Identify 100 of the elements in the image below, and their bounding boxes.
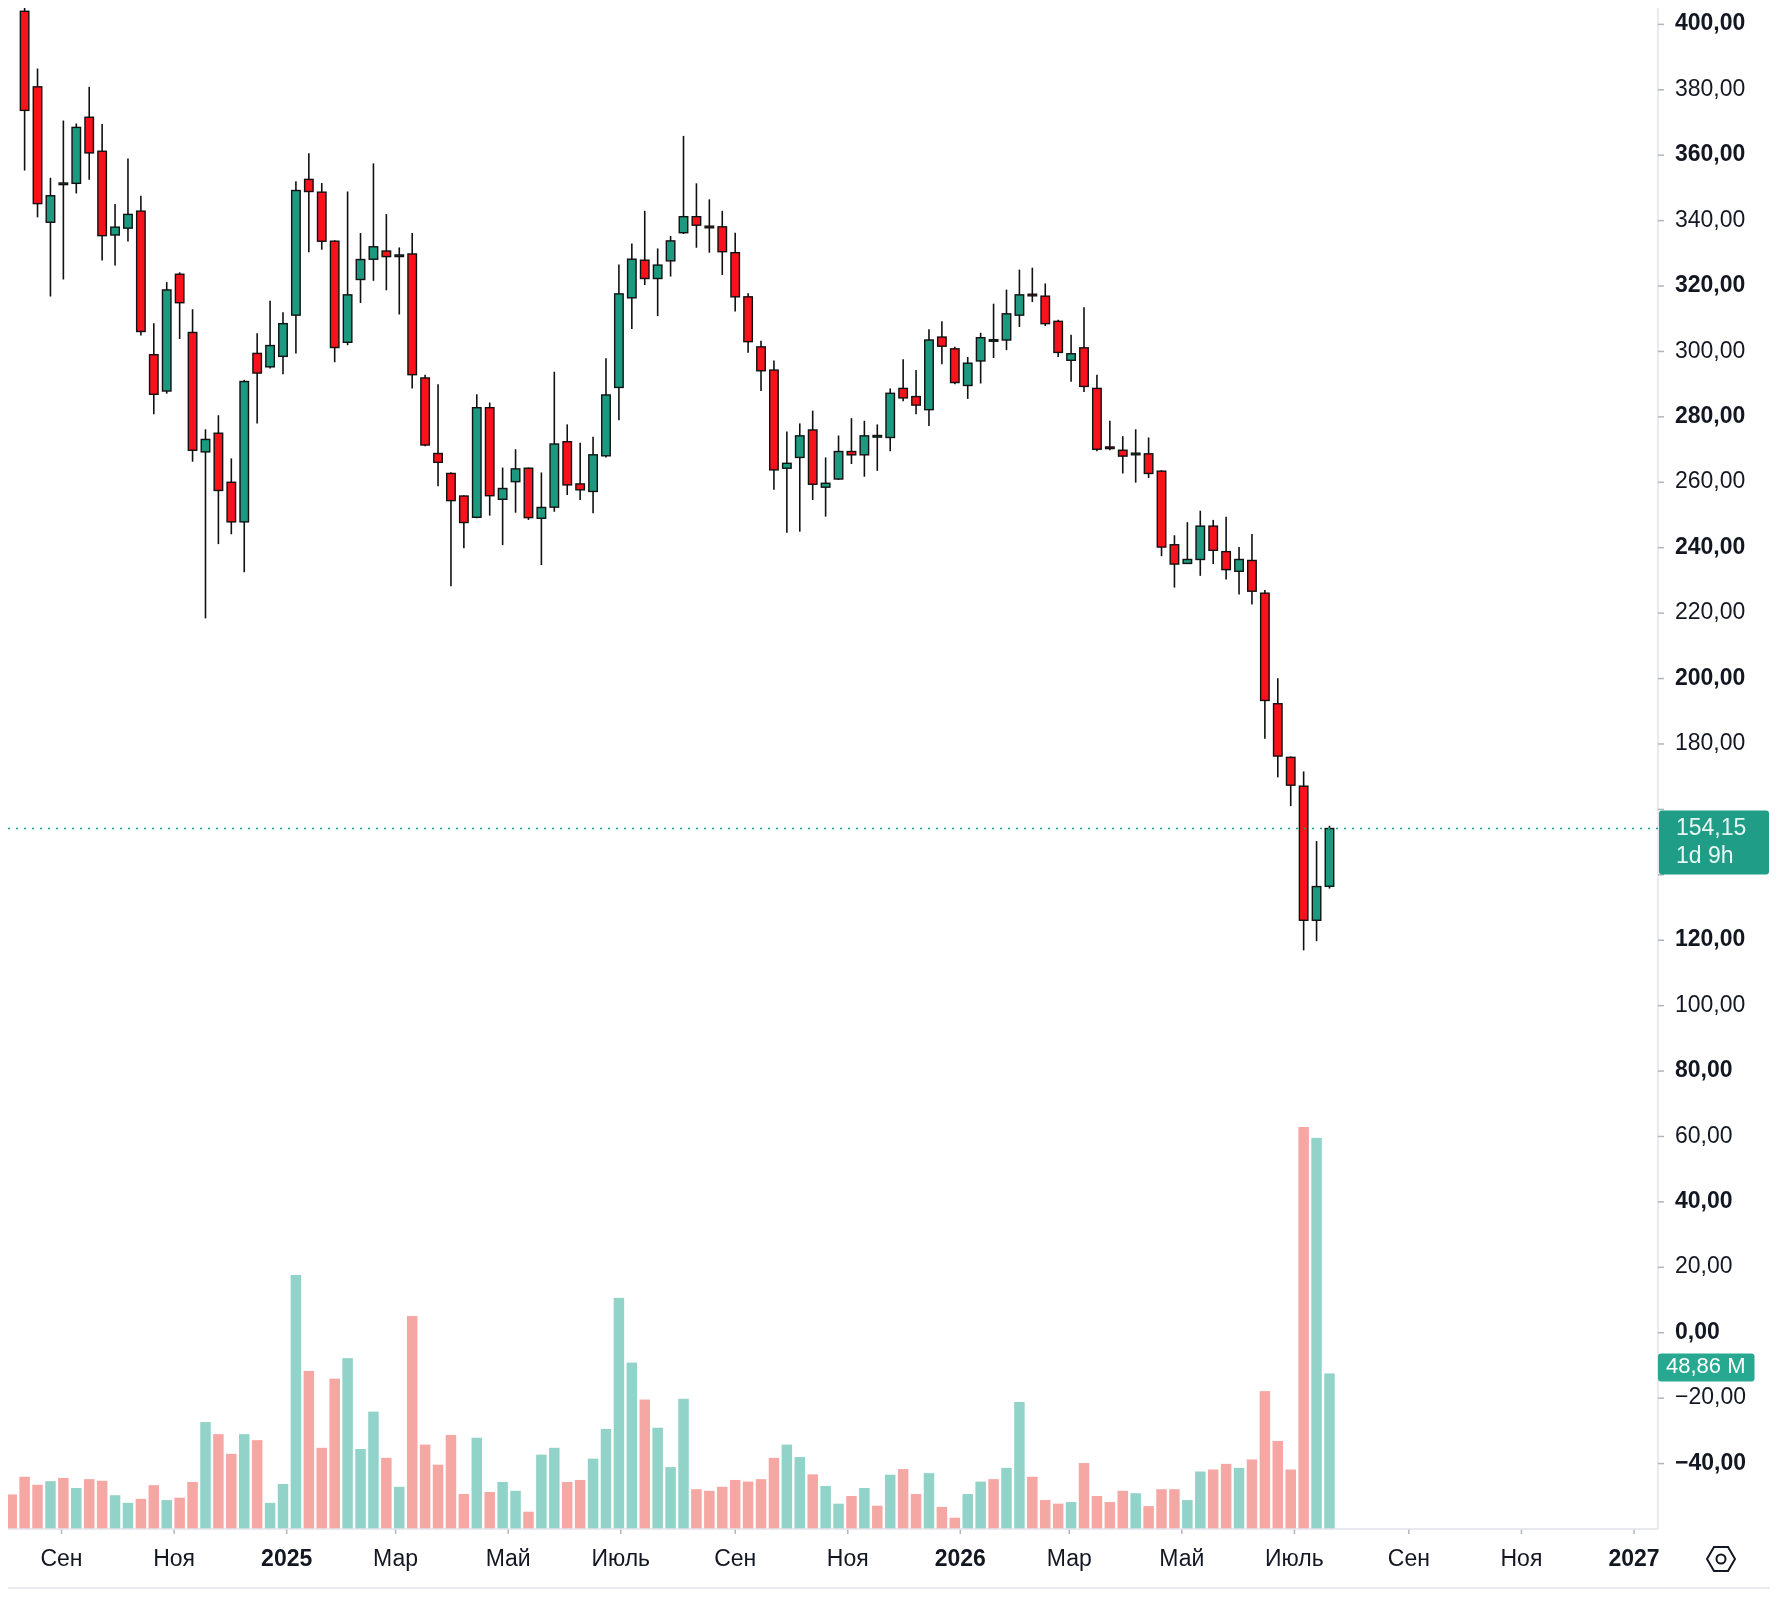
candlestick <box>794 422 805 533</box>
candlestick <box>265 299 276 370</box>
bar <box>1246 1459 1258 1529</box>
candlestick <box>988 302 999 359</box>
candlestick <box>1234 546 1244 596</box>
candlestick <box>1221 515 1232 581</box>
y-tick-label: 380,00 <box>1675 74 1746 101</box>
bar <box>381 1457 392 1529</box>
candlestick <box>58 119 69 281</box>
candlestick <box>665 235 676 278</box>
bar <box>768 1457 780 1529</box>
y-tick-label: 240,00 <box>1675 532 1746 559</box>
candlestick <box>123 157 133 243</box>
bar <box>807 1474 818 1529</box>
bar <box>83 1479 95 1529</box>
bar <box>833 1503 844 1529</box>
candlestick <box>1143 436 1154 479</box>
bar <box>794 1457 806 1529</box>
candlestick <box>355 232 366 304</box>
bar <box>329 1378 340 1529</box>
candlestick <box>781 430 792 534</box>
bar <box>432 1464 444 1529</box>
bar <box>574 1479 586 1529</box>
y-tick-label: 280,00 <box>1675 401 1746 428</box>
bar <box>820 1485 831 1529</box>
candlestick <box>1066 333 1077 383</box>
bar <box>729 1479 741 1529</box>
candlestick <box>1014 268 1025 328</box>
candlestick <box>846 417 857 465</box>
y-tick-label: 40,00 <box>1675 1186 1733 1213</box>
x-tick-label: Сен <box>40 1545 83 1572</box>
bar <box>872 1505 883 1529</box>
x-tick-label: Ноя <box>153 1545 196 1572</box>
bar <box>704 1490 715 1529</box>
bar <box>1169 1489 1180 1529</box>
bar <box>19 1476 30 1529</box>
bar <box>394 1486 405 1529</box>
bar <box>342 1358 353 1529</box>
x-tick-label: 2027 <box>1608 1545 1660 1572</box>
bar <box>148 1485 160 1529</box>
text: 48,86 M <box>1666 1353 1746 1379</box>
y-tick-label: 220,00 <box>1675 598 1746 625</box>
bar <box>1001 1467 1012 1529</box>
bar <box>884 1474 896 1529</box>
bar <box>742 1481 754 1529</box>
bar <box>484 1492 495 1529</box>
bar <box>859 1488 870 1529</box>
candlestick <box>200 428 211 620</box>
bar <box>213 1434 224 1529</box>
y-tick-label: 80,00 <box>1675 1056 1733 1083</box>
x-tick-label: Мар <box>1046 1545 1092 1572</box>
bar <box>1311 1137 1322 1529</box>
candlestick <box>898 358 909 402</box>
candlestick <box>497 466 508 546</box>
ref-line-label: 154,15 <box>1676 813 1747 840</box>
candlestick <box>368 162 379 282</box>
candlestick <box>510 448 521 514</box>
y-tick-label: 340,00 <box>1675 205 1746 232</box>
bar <box>122 1502 134 1529</box>
y-tick-label: 360,00 <box>1675 140 1746 167</box>
candlestick <box>381 213 392 292</box>
bar <box>846 1496 857 1529</box>
bar <box>238 1434 250 1529</box>
bar <box>1143 1506 1154 1529</box>
bar <box>71 1488 82 1529</box>
bar <box>135 1498 147 1529</box>
bar <box>109 1495 121 1529</box>
y-tick-label: 0,00 <box>1675 1317 1720 1344</box>
bar <box>665 1467 676 1529</box>
candlestick <box>252 332 263 425</box>
candlestick <box>872 423 883 472</box>
candlestick <box>859 420 870 478</box>
candlestick <box>975 332 986 385</box>
x-tick-label: 2025 <box>261 1545 313 1572</box>
bar <box>1272 1440 1284 1529</box>
bar <box>1027 1476 1038 1529</box>
bar <box>187 1481 198 1529</box>
bar <box>975 1481 986 1529</box>
bar <box>717 1486 728 1529</box>
y-tick-label: −40,00 <box>1675 1448 1746 1475</box>
bar <box>587 1458 599 1529</box>
bar <box>652 1427 663 1529</box>
candlestick <box>575 441 586 501</box>
bar <box>1156 1489 1167 1529</box>
x-tick-label: Ноя <box>826 1545 869 1572</box>
candlestick <box>1182 521 1193 565</box>
y-tick-label: 60,00 <box>1675 1121 1733 1148</box>
bar <box>45 1481 56 1529</box>
x-tick-label: 2026 <box>934 1545 986 1572</box>
bar <box>910 1494 922 1529</box>
candlestick <box>1104 420 1115 452</box>
y-tick-label: 100,00 <box>1675 990 1746 1017</box>
candlestick <box>820 456 831 518</box>
bar <box>1040 1500 1051 1529</box>
candlestick <box>1169 534 1180 589</box>
y-tick-label: 20,00 <box>1675 1252 1733 1279</box>
bar <box>510 1490 521 1529</box>
bar <box>497 1481 508 1529</box>
bar <box>264 1502 276 1529</box>
candlestick <box>536 471 547 566</box>
